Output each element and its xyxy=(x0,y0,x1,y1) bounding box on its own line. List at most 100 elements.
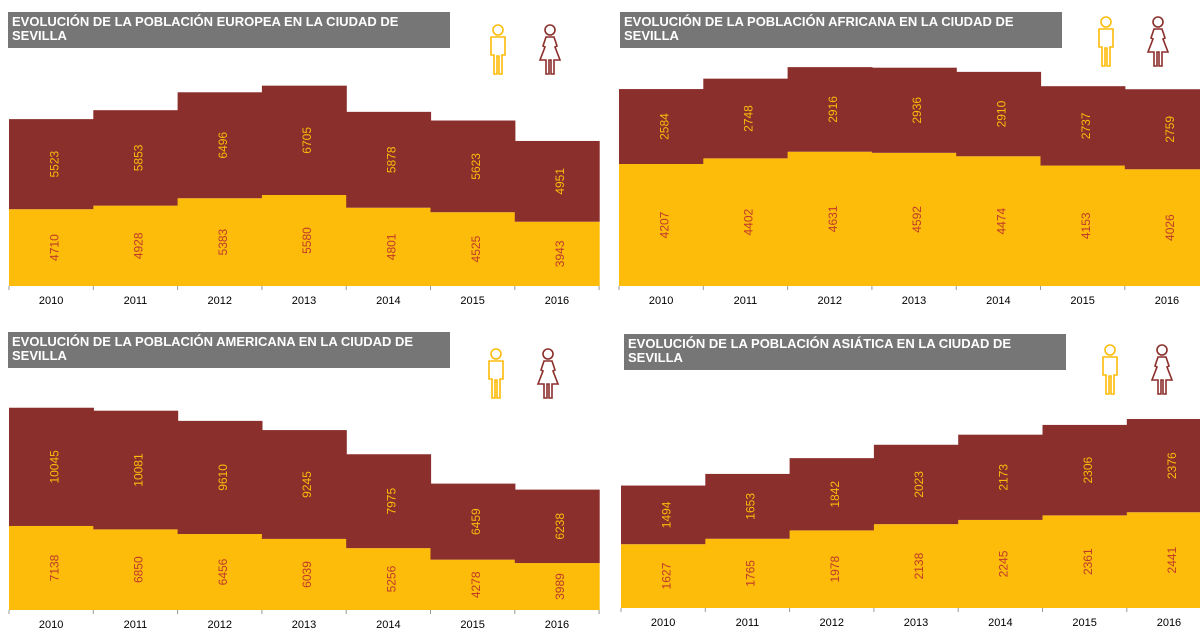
chart-title: EVOLUCIÓN DE LA POBLACIÓN EUROPEA EN LA … xyxy=(8,12,450,48)
data-label-female: 2936 xyxy=(910,97,924,124)
bar-male xyxy=(787,151,873,286)
data-label-male: 5256 xyxy=(385,565,399,592)
bar-male xyxy=(9,525,94,610)
bar-male xyxy=(703,158,789,286)
data-label-male: 4801 xyxy=(385,233,399,260)
bar-male xyxy=(705,538,791,608)
bar-female xyxy=(261,85,347,196)
data-label-male: 3989 xyxy=(553,573,567,600)
chart-title: EVOLUCIÓN DE LA POBLACIÓN AFRICANA EN LA… xyxy=(620,12,1062,48)
data-label-male: 4592 xyxy=(910,206,924,233)
stacked-bar-chart: 1627 1494 2010 1765 1653 2011 1978 1842 2012 2138… xyxy=(620,344,1200,629)
bar-female xyxy=(177,92,263,199)
data-label-female: 2376 xyxy=(1165,452,1179,479)
x-tick-label: 2011 xyxy=(736,617,760,629)
stacked-bar-chart: 4710 5523 2010 4928 5853 2011 5383 6496 2012 5580… xyxy=(8,24,600,307)
data-label-male: 1627 xyxy=(659,562,673,589)
bar-male xyxy=(93,529,179,610)
x-tick-label: 2010 xyxy=(649,295,673,307)
x-tick-label: 2011 xyxy=(124,295,148,307)
data-label-female: 5523 xyxy=(47,150,61,177)
data-label-male: 2138 xyxy=(912,552,926,579)
data-label-female: 5878 xyxy=(385,146,399,173)
bar-female xyxy=(789,458,875,531)
data-label-female: 4951 xyxy=(553,168,567,195)
data-label-female: 1653 xyxy=(744,493,758,520)
bar-female xyxy=(787,67,873,152)
data-label-male: 1765 xyxy=(744,560,758,587)
bar-female xyxy=(873,444,959,525)
data-label-male: 4153 xyxy=(1079,212,1093,239)
bar-female xyxy=(958,434,1044,520)
bar-female xyxy=(346,111,432,208)
bar-female xyxy=(703,78,789,159)
x-tick-label: 2013 xyxy=(902,295,926,307)
data-label-female: 1842 xyxy=(828,481,842,508)
x-tick-label: 2012 xyxy=(208,295,232,307)
x-tick-label: 2010 xyxy=(39,295,63,307)
x-tick-label: 2012 xyxy=(208,619,232,631)
data-label-male: 4402 xyxy=(742,209,756,236)
data-label-female: 7975 xyxy=(385,488,399,515)
bar-female xyxy=(93,110,179,206)
bar-male xyxy=(346,207,432,286)
bar-female xyxy=(1126,419,1200,513)
bar-male xyxy=(871,152,957,286)
bar-male xyxy=(873,524,959,608)
bar-male xyxy=(430,559,516,610)
data-label-male: 5383 xyxy=(216,228,230,255)
data-label-female: 6238 xyxy=(553,513,567,540)
data-label-female: 6459 xyxy=(469,508,483,535)
bar-male xyxy=(958,519,1044,608)
bar-female xyxy=(514,489,600,564)
bar-female xyxy=(871,67,957,153)
data-label-female: 2748 xyxy=(742,105,756,132)
bar-female xyxy=(619,89,704,164)
x-tick-label: 2014 xyxy=(376,619,400,631)
data-label-male: 4631 xyxy=(826,205,840,232)
x-tick-label: 2014 xyxy=(376,295,400,307)
x-tick-label: 2012 xyxy=(818,295,842,307)
bar-male xyxy=(177,534,263,610)
bar-female xyxy=(9,119,94,210)
data-label-male: 5580 xyxy=(300,227,314,254)
bar-male xyxy=(619,163,704,286)
data-label-male: 4474 xyxy=(995,207,1009,234)
data-label-female: 6496 xyxy=(216,132,230,159)
data-label-male: 4525 xyxy=(469,235,483,262)
stacked-bar-chart: 7138 10045 2010 6850 10081 2011 6456 9610 2012 60… xyxy=(8,348,600,631)
bar-female xyxy=(705,473,791,539)
woman-icon xyxy=(536,348,560,399)
data-label-female: 10045 xyxy=(47,450,61,484)
data-label-male: 6456 xyxy=(216,558,230,585)
data-label-male: 2361 xyxy=(1081,548,1095,575)
man-icon xyxy=(1098,16,1114,67)
chart-panel-africana: 4207 2584 2010 4402 2748 2011 4631 2916 2012 4592… xyxy=(612,0,1200,314)
chart-panel-asiatica: 1627 1494 2010 1765 1653 2011 1978 1842 2012 2138… xyxy=(616,322,1200,636)
bar-male xyxy=(1040,165,1126,286)
x-tick-label: 2016 xyxy=(1155,295,1179,307)
bar-female xyxy=(956,71,1042,157)
bar-female xyxy=(514,140,600,222)
data-label-female: 2916 xyxy=(826,96,840,123)
bar-female xyxy=(261,430,347,539)
woman-icon xyxy=(1146,16,1170,67)
bar-female xyxy=(430,120,516,213)
man-icon xyxy=(488,348,504,399)
chart-panel-americana: 7138 10045 2010 6850 10081 2011 6456 9610 2012 60… xyxy=(0,320,600,634)
bar-female xyxy=(430,483,516,560)
data-label-male: 4026 xyxy=(1163,214,1177,241)
data-label-female: 2173 xyxy=(997,464,1011,491)
x-tick-label: 2015 xyxy=(460,295,484,307)
x-tick-label: 2015 xyxy=(1070,295,1094,307)
bar-male xyxy=(1126,512,1200,608)
x-tick-label: 2011 xyxy=(124,619,148,631)
man-icon xyxy=(490,24,506,75)
data-label-female: 5623 xyxy=(469,153,483,180)
data-label-female: 10081 xyxy=(132,453,146,487)
chart-title: EVOLUCIÓN DE LA POBLACIÓN ASIÁTICA EN LA… xyxy=(624,334,1066,370)
x-tick-label: 2010 xyxy=(39,619,63,631)
bar-male xyxy=(261,195,347,286)
x-tick-label: 2016 xyxy=(545,295,569,307)
data-label-male: 3943 xyxy=(553,240,567,267)
